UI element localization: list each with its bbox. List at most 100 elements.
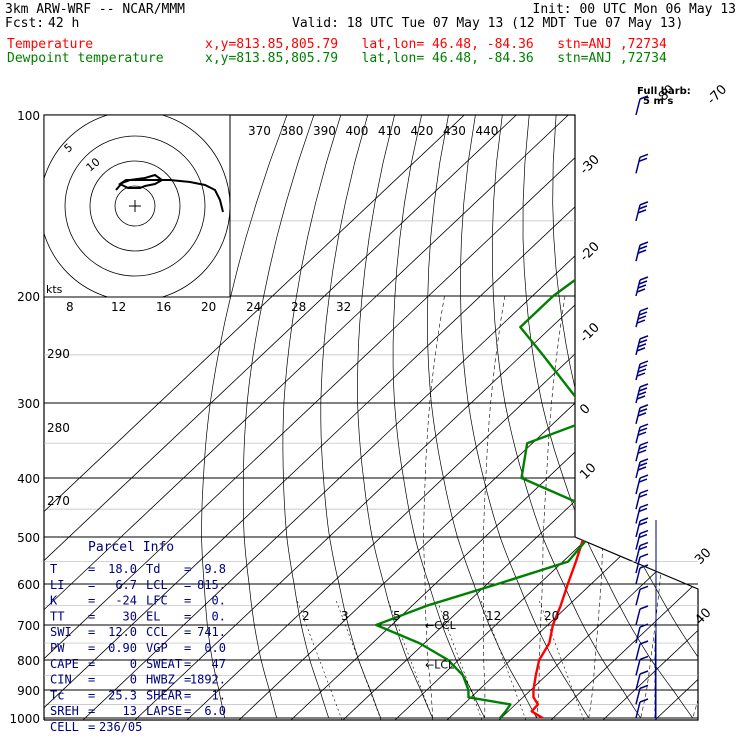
parcel-eq: = <box>184 609 191 623</box>
theta-e-label: 370 <box>248 124 271 138</box>
moist-adiabat <box>692 295 698 719</box>
theta-e-label: 400 <box>346 124 369 138</box>
pressure-label: 600 <box>17 578 40 592</box>
barb-flag <box>639 655 649 661</box>
wind-barb-layer <box>635 95 657 720</box>
wind-barb <box>635 564 649 585</box>
parcel-value: 30 <box>123 609 137 623</box>
barb-staff <box>635 688 641 705</box>
isotherm <box>342 115 698 720</box>
barb-flag <box>636 319 646 324</box>
parcel-value: -24 <box>115 594 137 608</box>
hodograph-trace <box>115 173 224 213</box>
barb-flag <box>638 157 648 162</box>
barb-staff <box>635 533 641 550</box>
barb-staff <box>635 545 641 562</box>
barb-staff <box>635 673 641 691</box>
forecast-label: Fcst: <box>5 16 45 31</box>
barb-flag <box>639 360 649 365</box>
isotherm <box>446 115 698 720</box>
parcel-eq: = <box>184 688 191 702</box>
parcel-value: 0 <box>130 673 137 687</box>
init-time: Init: 00 UTC Mon 06 May 13 <box>532 2 737 17</box>
forecast-hour: 42 h <box>48 16 80 31</box>
isotherm-label: 0 <box>577 401 593 417</box>
parcel-value: 18.0 <box>108 562 137 576</box>
theta-e-label: 430 <box>443 124 466 138</box>
wind-barb <box>635 276 649 297</box>
pressure-label: 400 <box>17 472 40 486</box>
dry-adiabat <box>522 115 693 719</box>
dewpoint-station-info: x,y=813.85,805.79 lat,lon= 46.48, -84.36… <box>205 51 667 66</box>
parcel-label: K <box>50 594 58 608</box>
barb-flag <box>638 493 648 498</box>
parcel-label: Td <box>146 562 160 576</box>
parcel-info-layer: Parcel Info T = 18.0 Td = 9.8 LI = 6.7 LCL = 815. K = -… <box>50 540 226 734</box>
barb-flag <box>639 564 649 569</box>
barb-flag <box>638 311 648 316</box>
barb-flag <box>637 249 647 254</box>
dry-adiabat <box>718 115 740 718</box>
barb-flag <box>639 241 649 246</box>
parcel-eq: = <box>184 594 191 608</box>
dry-adiabat <box>427 115 538 719</box>
wind-barb <box>635 698 649 719</box>
barb-flag <box>637 284 647 289</box>
hodograph-ring <box>89 160 181 252</box>
wind-barb <box>635 201 649 222</box>
dry-adiabat <box>201 115 288 719</box>
wind-barb <box>635 503 649 524</box>
barb-flag <box>637 466 647 471</box>
full-barb-unit: 5 m s <box>643 96 673 107</box>
barb-flag <box>636 372 646 377</box>
isotherm-label: 30 <box>692 546 714 568</box>
parcel-label: CCL <box>146 625 168 639</box>
barb-flag <box>638 533 648 539</box>
parcel-eq: = <box>88 609 95 623</box>
barb-flag <box>638 462 648 467</box>
grid-layer <box>43 114 740 721</box>
parcel-label: LAPSE <box>146 704 182 718</box>
parcel-label: SREH <box>50 704 79 718</box>
hodograph-unit: kts <box>46 283 63 296</box>
theta-e-label: 390 <box>313 124 336 138</box>
parcel-value: 0 <box>130 657 137 671</box>
mixing-ratio-label: 20 <box>544 609 559 623</box>
pressure-label: 500 <box>17 531 40 545</box>
parcel-cell-value: 236/05 <box>99 720 142 734</box>
pressure-label: 200 <box>17 290 40 304</box>
parcel-value: 1. <box>212 688 226 702</box>
barb-flag <box>639 335 649 340</box>
moist-adiabat <box>482 295 506 719</box>
parcel-eq: = <box>88 594 95 608</box>
parcel-value: 6.0 <box>204 704 226 718</box>
barb-flag <box>637 315 647 320</box>
barb-flag <box>637 431 647 436</box>
full-barb-label: Full barb: <box>637 86 691 97</box>
barb-flag <box>639 441 649 446</box>
wind-barb <box>635 383 649 404</box>
isotherm-label: 10 <box>577 461 599 483</box>
wind-barb <box>635 474 649 495</box>
mixing-ratio-line <box>436 599 483 720</box>
isotherm-label: 40 <box>692 606 714 628</box>
parcel-eq: = <box>184 641 191 655</box>
mixing-ratio-label: 2 <box>302 609 310 623</box>
barb-flag <box>638 364 648 369</box>
wind-barb <box>635 423 649 444</box>
parcel-eq: = <box>184 562 191 576</box>
barb-flag <box>639 95 649 100</box>
barb-staff <box>635 659 641 676</box>
parcel-value: 1892. <box>190 673 226 687</box>
parcel-value: 6.7 <box>115 578 137 592</box>
dry-adiabat <box>320 115 382 719</box>
parcel-value: 25.3 <box>108 688 137 702</box>
parcel-label: LFC <box>146 594 168 608</box>
dry-adiabat <box>636 115 698 719</box>
hodograph-speed-label: 12 <box>111 300 126 314</box>
isotherm <box>238 115 698 720</box>
barb-flag <box>638 545 648 551</box>
parcel-value: 12.0 <box>108 625 137 639</box>
wind-barb <box>635 585 649 606</box>
wind-barb <box>635 95 649 116</box>
